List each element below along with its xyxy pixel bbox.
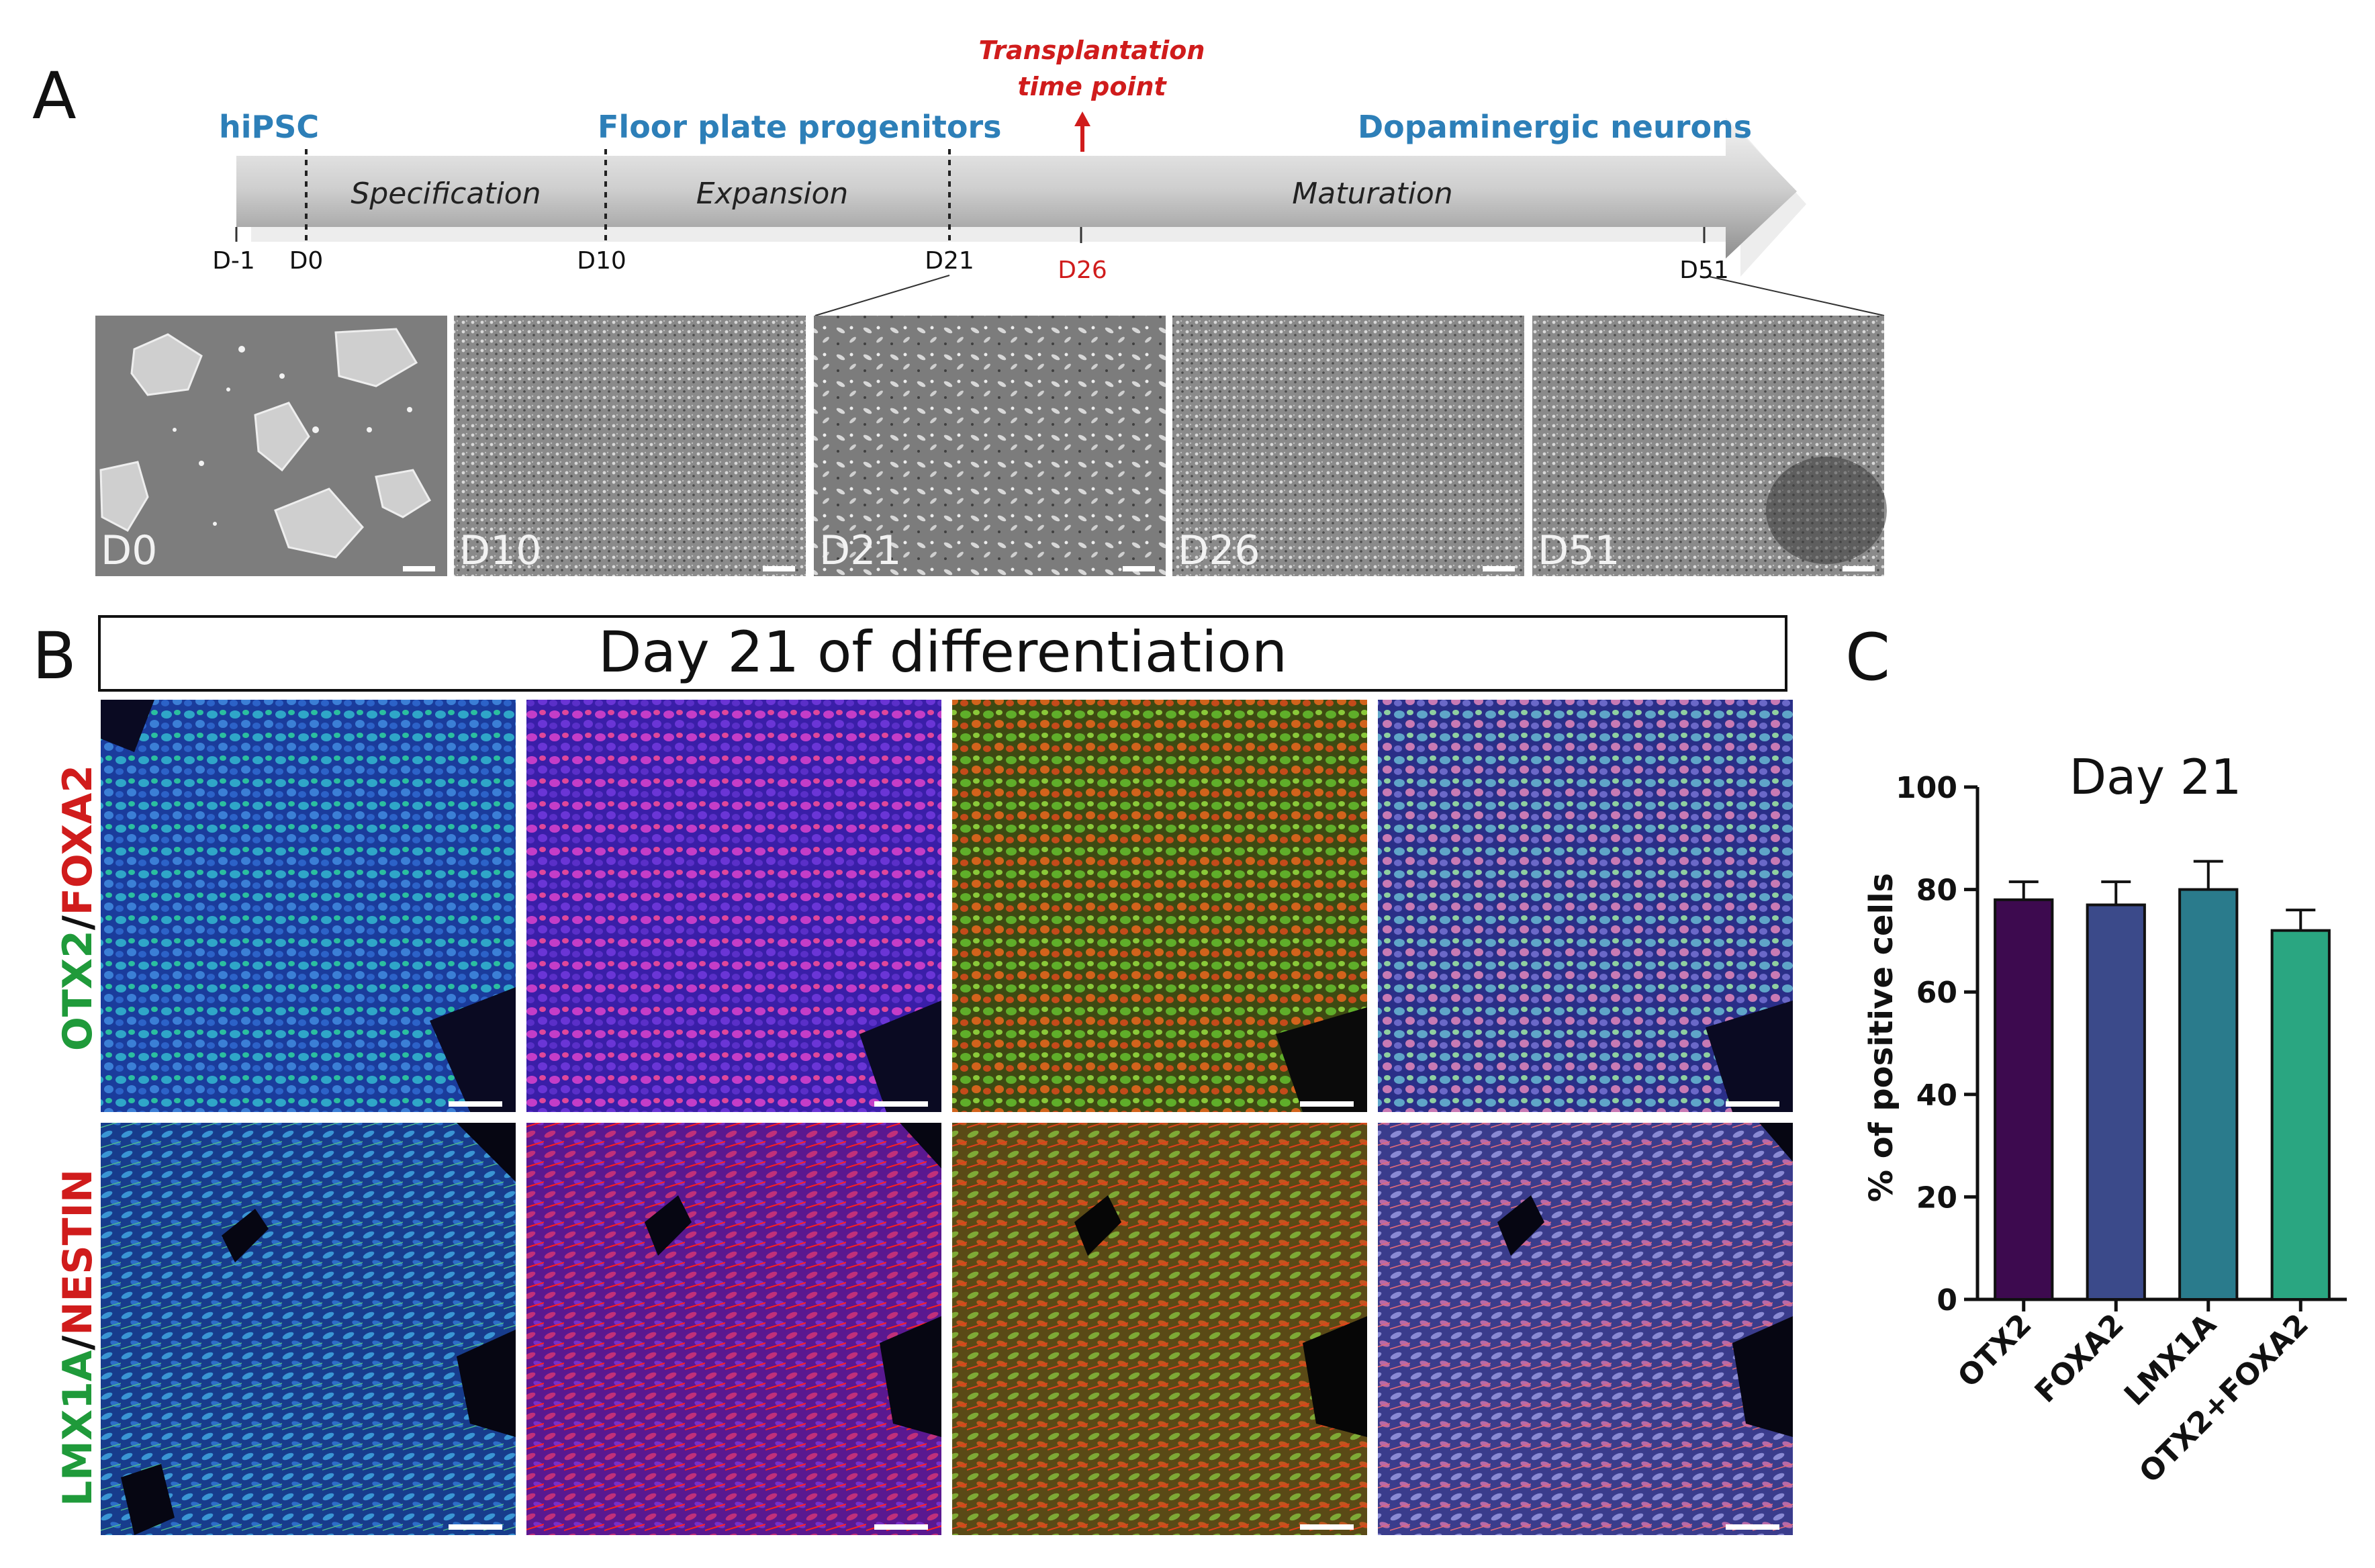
stage-label-floor-plate: Floor plate progenitors bbox=[598, 109, 1002, 145]
fluor-row1-foxa2 bbox=[526, 700, 941, 1112]
x-tick-label: OTX2+FOXA2 bbox=[2133, 1307, 2315, 1490]
micrograph-label-d51: D51 bbox=[1538, 527, 1620, 574]
fluor-row1-merge-all bbox=[1378, 700, 1793, 1112]
panel-b-letter: B bbox=[32, 618, 77, 694]
phase-specification: Specification bbox=[351, 177, 541, 211]
tick-d26: D26 bbox=[1058, 257, 1107, 284]
y-tick-label: 0 bbox=[1937, 1283, 1957, 1318]
row2-label: LMX1A/NESTIN bbox=[54, 1169, 101, 1506]
fluor-row1-merge-green-red bbox=[952, 700, 1367, 1112]
fluor-row2-lmx1a bbox=[101, 1123, 516, 1535]
panel-c-letter: C bbox=[1845, 620, 1890, 695]
y-tick-label: 60 bbox=[1916, 976, 1957, 1010]
banner-box bbox=[98, 615, 1787, 692]
x-tick-label: FOXA2 bbox=[2029, 1307, 2131, 1410]
bar-otx2-foxa2 bbox=[2270, 929, 2331, 1301]
fluor-row2-nestin bbox=[526, 1123, 941, 1535]
chart-title: Day 21 bbox=[2069, 749, 2242, 805]
tick-d21: D21 bbox=[925, 247, 974, 275]
x-tick-label: OTX2 bbox=[1951, 1307, 2038, 1394]
bar-otx2 bbox=[1994, 898, 2054, 1301]
row1-label: OTX2/FOXA2 bbox=[54, 765, 101, 1051]
timeline-arrow bbox=[236, 118, 1806, 277]
micrograph-d51: D51 bbox=[1532, 316, 1887, 576]
chart-y-axis-title: % of positive cells bbox=[1863, 873, 1900, 1202]
fluor-row2-merge-green-red bbox=[952, 1123, 1367, 1535]
phase-maturation: Maturation bbox=[1292, 177, 1452, 211]
fluor-row1-otx2 bbox=[101, 700, 516, 1112]
stage-label-hipsc: hiPSC bbox=[219, 109, 319, 145]
micrograph-label-d10: D10 bbox=[459, 527, 542, 574]
fluor-row2-merge-all bbox=[1378, 1123, 1793, 1535]
banner-title: Day 21 of differentiation bbox=[598, 619, 1287, 685]
panel-a-letter: A bbox=[32, 58, 77, 134]
bar-foxa2 bbox=[2086, 903, 2146, 1301]
y-tick-label: 20 bbox=[1916, 1181, 1957, 1215]
tick-d10: D10 bbox=[577, 247, 626, 275]
tick-d-1: D-1 bbox=[212, 247, 255, 275]
micrograph-d21: D21 bbox=[814, 316, 1166, 576]
micrograph-d26: D26 bbox=[1172, 316, 1524, 576]
micrograph-label-d0: D0 bbox=[101, 527, 157, 574]
phase-expansion: Expansion bbox=[696, 177, 849, 211]
y-tick-label: 100 bbox=[1896, 771, 1957, 805]
micrograph-d0: D0 bbox=[95, 316, 447, 576]
micrograph-label-d21: D21 bbox=[819, 527, 902, 574]
micrograph-label-d26: D26 bbox=[1178, 527, 1260, 574]
transplantation-label-line1: Transplantation bbox=[979, 36, 1205, 65]
stage-label-dopaminergic: Dopaminergic neurons bbox=[1358, 109, 1752, 145]
tick-d0: D0 bbox=[289, 247, 324, 275]
bar-lmx1a bbox=[2178, 888, 2239, 1301]
y-tick-label: 80 bbox=[1916, 874, 1957, 908]
transplantation-arrow-icon bbox=[1074, 111, 1090, 152]
y-tick-label: 40 bbox=[1916, 1078, 1957, 1113]
micrograph-d10: D10 bbox=[454, 316, 806, 576]
transplantation-label-line2: time point bbox=[1017, 72, 1167, 101]
